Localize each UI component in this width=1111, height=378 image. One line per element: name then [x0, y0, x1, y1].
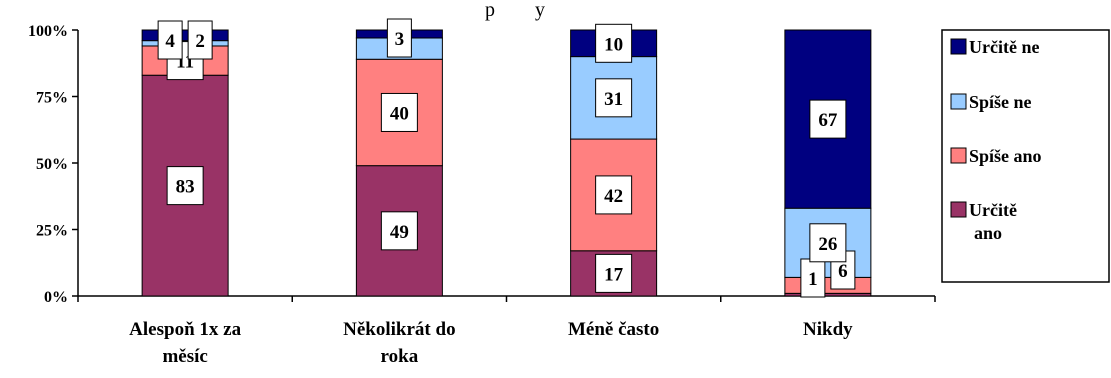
- svg-text:1: 1: [808, 269, 818, 290]
- legend-entry-urcite-ano: Určitě ano: [950, 200, 1017, 243]
- legend-entry-spise-ano: Spíše ano: [950, 146, 1042, 166]
- legend-label: Určitě ne: [969, 37, 1039, 57]
- data-label-nikdy-urcite-ne: 67: [809, 99, 847, 139]
- legend-swatch: [950, 38, 967, 55]
- data-label-nikdy-spise-ne: 26: [809, 223, 847, 263]
- data-label-nekolikrat-do-roka-urcite-ano: 49: [380, 211, 418, 251]
- legend-entry-urcite-ne: Určitě ne: [950, 37, 1039, 57]
- data-label-mene-casto-urcite-ano: 17: [595, 253, 633, 293]
- svg-text:10: 10: [604, 34, 623, 55]
- legend-label: Spíše ano: [969, 146, 1042, 166]
- legend-label: Určitě ano: [969, 200, 1017, 243]
- svg-text:6: 6: [838, 261, 848, 282]
- data-label-mene-casto-spise-ne: 31: [595, 78, 633, 118]
- data-label-mene-casto-urcite-ne: 10: [595, 23, 633, 63]
- category-label-nikdy: Nikdy: [803, 319, 853, 340]
- data-label-alespon-1x-za-mesic-urcite-ano: 83: [166, 166, 204, 206]
- category-label-mene-casto: Méně často: [568, 319, 659, 340]
- y-tick-label: 75%: [36, 90, 68, 107]
- y-axis: 0% 25% 50% 75% 100%: [28, 23, 79, 306]
- category-label-nekolikrat-do-roka: Několikrát do roka: [343, 319, 455, 367]
- data-label-mene-casto-spise-ano: 42: [595, 175, 633, 215]
- bars: [141, 29, 872, 297]
- svg-text:17: 17: [604, 264, 624, 285]
- bar-nikdy-spise-ano: [784, 276, 872, 294]
- svg-text:26: 26: [818, 234, 837, 255]
- svg-text:49: 49: [390, 222, 409, 243]
- legend-entry-spise-ne: Spíše ne: [950, 92, 1032, 112]
- svg-text:31: 31: [604, 89, 623, 110]
- legend-swatch: [950, 93, 967, 110]
- y-tick-label: 25%: [36, 223, 68, 240]
- svg-text:2: 2: [195, 31, 205, 52]
- legend-swatch: [950, 201, 967, 218]
- legend-swatch: [950, 147, 967, 164]
- data-label-alespon-1x-za-mesic-urcite-ne: 4: [157, 20, 183, 60]
- legend: Určitě ne Spíše ne Spíše ano Určitě ano: [941, 29, 1110, 283]
- data-label-nikdy-urcite-ano: 1: [800, 258, 826, 298]
- y-tick-label: 50%: [36, 156, 68, 173]
- svg-text:42: 42: [604, 186, 623, 207]
- chart-title: p y: [485, 0, 545, 21]
- svg-text:40: 40: [390, 103, 409, 124]
- data-label-alespon-1x-za-mesic-spise-ne: 2: [187, 20, 213, 60]
- y-tick-label: 0%: [44, 289, 68, 306]
- data-label-nekolikrat-do-roka-urcite-ne: 3: [386, 18, 412, 58]
- svg-text:83: 83: [176, 177, 195, 198]
- legend-label: Spíše ne: [969, 92, 1032, 112]
- category-label-alespon-1x-za-mesic: Alespoň 1x za měsíc: [129, 319, 241, 367]
- svg-text:3: 3: [395, 29, 405, 50]
- svg-text:4: 4: [165, 31, 175, 52]
- svg-text:67: 67: [818, 110, 838, 131]
- bar-alespon-1x-za-mesic-urcite-ne: [141, 29, 229, 42]
- data-label-nekolikrat-do-roka-spise-ano: 40: [380, 92, 418, 132]
- legend-box: [941, 29, 1110, 283]
- x-axis: Alespoň 1x za měsíc Několikrát do roka Méně …: [77, 295, 936, 367]
- y-tick-label: 100%: [28, 23, 68, 40]
